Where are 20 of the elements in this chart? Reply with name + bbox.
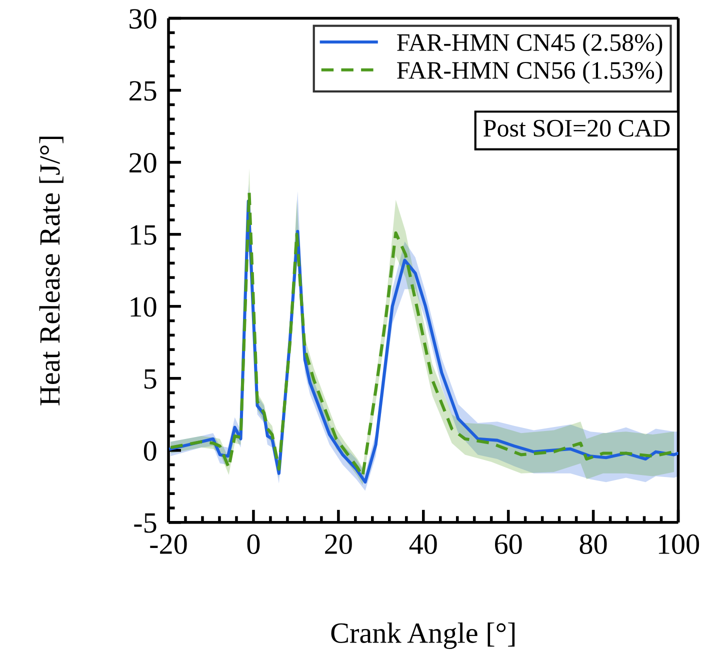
- y-axis-title: Heat Release Rate [J/°]: [39, 136, 64, 406]
- annotation: Post SOI=20 CAD: [484, 120, 670, 137]
- x-tick-label: -20: [150, 534, 187, 554]
- y-tick-label: 0: [144, 441, 156, 461]
- legend-label: FAR-HMN CN56 (1.53%): [397, 61, 662, 84]
- x-tick-label: 80: [580, 534, 607, 554]
- y-tick-label: 15: [130, 225, 156, 245]
- x-axis-title: Crank Angle [°]: [331, 622, 515, 649]
- y-tick-label: 30: [130, 9, 156, 29]
- x-tick-label: 20: [325, 534, 352, 554]
- x-tick-label: 40: [409, 534, 437, 554]
- x-tick-label: 0: [247, 534, 260, 554]
- x-tick-label: 60: [495, 534, 522, 554]
- y-tick-label: 20: [130, 153, 156, 173]
- x-tick-label: 100: [658, 534, 700, 554]
- y-tick-label: 10: [130, 297, 156, 317]
- legend-label: FAR-HMN CN45 (2.58%): [397, 33, 662, 56]
- y-tick-label: 5: [144, 369, 156, 389]
- y-tick-label: -5: [134, 513, 156, 533]
- y-tick-label: 25: [130, 81, 156, 101]
